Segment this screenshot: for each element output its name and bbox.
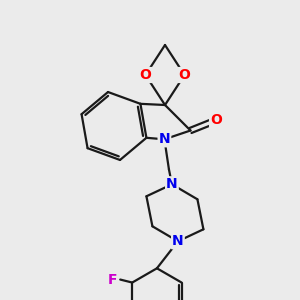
Text: N: N <box>159 132 170 146</box>
Text: N: N <box>166 177 178 191</box>
Text: O: O <box>140 68 152 82</box>
Text: O: O <box>178 68 190 82</box>
Text: O: O <box>210 113 222 127</box>
Text: F: F <box>108 272 118 286</box>
Text: N: N <box>172 234 184 248</box>
